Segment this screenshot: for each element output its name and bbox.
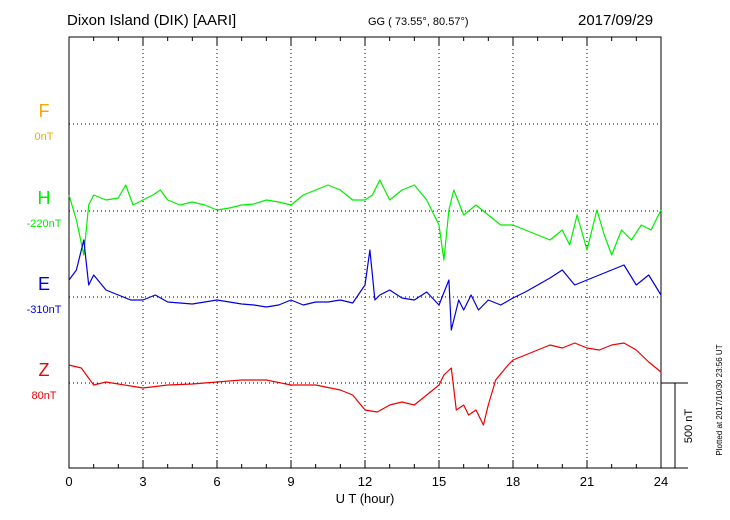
series-name-label: Z xyxy=(39,360,50,380)
x-tick-label: 21 xyxy=(580,474,594,489)
x-tick-label: 12 xyxy=(358,474,372,489)
station-title: Dixon Island (DIK) [AARI] xyxy=(67,12,237,29)
x-tick-label: 6 xyxy=(213,474,220,489)
series-baseline-label: 80nT xyxy=(31,390,56,402)
series-name-label: E xyxy=(38,274,50,294)
series-name-label: F xyxy=(39,101,50,121)
plotted-timestamp: Plotted at 2017/10/30 23:56 UT xyxy=(715,344,724,455)
series-group xyxy=(68,179,662,426)
series-line-e xyxy=(68,239,662,331)
scale-bar: 500 nT xyxy=(661,382,695,469)
grid xyxy=(69,37,661,468)
series-name-label: H xyxy=(38,188,51,208)
x-tick-label: 0 xyxy=(65,474,72,489)
date-label: 2017/09/29 xyxy=(578,12,654,29)
series-baseline-label: -310nT xyxy=(27,304,62,316)
scale-bar-label: 500 nT xyxy=(683,409,695,444)
x-tick-label: 3 xyxy=(139,474,146,489)
series-line-z xyxy=(68,342,662,426)
x-axis-label: U T (hour) xyxy=(336,491,395,506)
series-line-h xyxy=(68,179,662,261)
x-tick-label: 18 xyxy=(506,474,520,489)
series-baseline-label: -220nT xyxy=(27,218,62,230)
x-tick-label: 15 xyxy=(432,474,446,489)
x-tick-label: 9 xyxy=(287,474,294,489)
labels-group: 0 3 6 9 12 15 18 21 24 U T (hour) F 0nT H -220nT E -310… xyxy=(27,101,724,506)
series-baseline-label: 0nT xyxy=(35,131,54,143)
x-tick-label: 24 xyxy=(654,474,668,489)
plot-frame xyxy=(68,36,662,469)
coordinates-label: GG ( 73.55°, 80.57°) xyxy=(368,16,469,28)
